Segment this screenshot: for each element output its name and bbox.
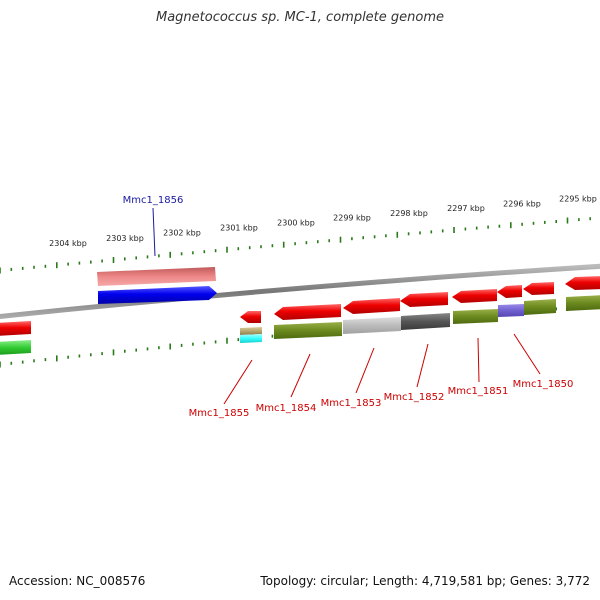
genome-backbone bbox=[0, 263, 600, 319]
ruler-tick-label: 2302 kbp bbox=[163, 229, 201, 238]
cds-mmc1-1856[interactable] bbox=[98, 286, 217, 304]
cog-block-tan[interactable] bbox=[240, 327, 262, 335]
ruler-tick-label: 2297 kbp bbox=[447, 204, 485, 213]
gene-label-mmc1-1854[interactable]: Mmc1_1854 bbox=[256, 403, 317, 414]
ruler-tick-label: 2296 kbp bbox=[503, 199, 541, 208]
gene-callouts: Mmc1_1856 Mmc1_1855 Mmc1_1854 Mmc1_1853 … bbox=[123, 195, 574, 419]
callout-line-mmc1-1854 bbox=[290, 353, 311, 398]
selected-feature-highlight[interactable] bbox=[97, 267, 216, 286]
gene-label-mmc1-1855[interactable]: Mmc1_1855 bbox=[189, 408, 250, 419]
ruler-tick-label: 2300 kbp bbox=[277, 219, 315, 228]
gene-label-mmc1-1850[interactable]: Mmc1_1850 bbox=[513, 379, 574, 390]
cds-arrow-right-b[interactable] bbox=[565, 276, 600, 290]
cds-mmc1-1850-arrow[interactable] bbox=[497, 285, 522, 298]
cog-block-purple-1850[interactable] bbox=[498, 304, 524, 317]
cds-mmc1-1855-arrow[interactable] bbox=[240, 311, 261, 323]
gene-label-mmc1-1852[interactable]: Mmc1_1852 bbox=[384, 392, 445, 403]
cog-track bbox=[0, 295, 600, 355]
cds-mmc1-1853-arrow[interactable] bbox=[343, 298, 400, 314]
callout-line-mmc1-1851 bbox=[477, 337, 480, 383]
ruler-outer-ticks bbox=[0, 217, 592, 274]
ruler-tick-label: 2299 kbp bbox=[333, 214, 371, 223]
ruler-labels: 2304 kbp 2303 kbp 2302 kbp 2301 kbp 2300 kbp… bbox=[49, 195, 597, 249]
cds-mmc1-1851-arrow[interactable] bbox=[452, 289, 497, 303]
ruler-tick-label: 2303 kbp bbox=[106, 234, 144, 243]
callout-line-mmc1-1850 bbox=[513, 333, 541, 375]
cds-mmc1-1854-arrow[interactable] bbox=[274, 304, 341, 320]
ruler-tick-label: 2304 kbp bbox=[49, 239, 87, 248]
callout-line-mmc1-1856 bbox=[152, 207, 156, 257]
genome-summary-text: Topology: circular; Length: 4,719,581 bp… bbox=[260, 574, 590, 588]
gene-label-mmc1-1856[interactable]: Mmc1_1856 bbox=[123, 195, 184, 206]
ruler-tick-label: 2301 kbp bbox=[220, 224, 258, 233]
accession-text: Accession: NC_008576 bbox=[9, 574, 146, 588]
ruler-tick-label: 2295 kbp bbox=[559, 195, 597, 204]
cog-block-olive-1850[interactable] bbox=[524, 299, 556, 315]
callout-line-mmc1-1853 bbox=[355, 347, 375, 394]
cds-track-reverse bbox=[0, 276, 600, 336]
gene-label-mmc1-1853[interactable]: Mmc1_1853 bbox=[321, 398, 382, 409]
cog-block-cyan[interactable] bbox=[240, 334, 262, 343]
cog-block-olive-1854[interactable] bbox=[274, 322, 342, 339]
cog-block-lgrey-1853[interactable] bbox=[343, 317, 401, 334]
cds-arrow-right-a[interactable] bbox=[523, 282, 554, 295]
cog-block-green-left[interactable] bbox=[0, 340, 31, 355]
cog-block-olive-1851[interactable] bbox=[453, 309, 498, 324]
ruler-tick-label: 2298 kbp bbox=[390, 209, 428, 218]
cog-block-dgrey-1852[interactable] bbox=[401, 313, 450, 330]
callout-line-mmc1-1852 bbox=[416, 343, 429, 388]
cds-arrow-left-edge[interactable] bbox=[0, 321, 31, 336]
gene-label-mmc1-1851[interactable]: Mmc1_1851 bbox=[448, 386, 509, 397]
callout-line-mmc1-1855 bbox=[223, 359, 253, 405]
cog-block-olive-right[interactable] bbox=[566, 295, 600, 311]
cds-mmc1-1852-arrow[interactable] bbox=[400, 292, 448, 307]
map-title: Magnetococcus sp. MC-1, complete genome bbox=[155, 10, 445, 25]
